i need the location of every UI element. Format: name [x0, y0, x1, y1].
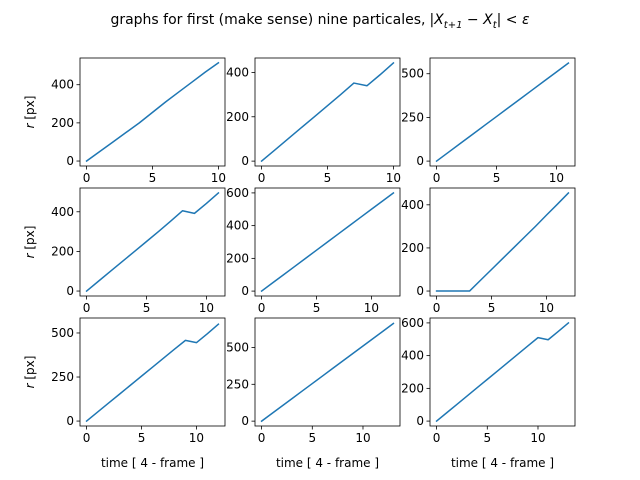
- x-tick-label: 0: [433, 171, 441, 185]
- x-tick-label: 5: [313, 301, 321, 315]
- y-tick-label: 0: [66, 284, 74, 298]
- x-axis-label: time [ 4 - frame ]: [451, 456, 554, 470]
- x-tick-label: 0: [433, 301, 441, 315]
- y-tick-label: 0: [66, 414, 74, 428]
- x-tick-label: 5: [308, 431, 316, 445]
- x-axis-label: time [ 4 - frame ]: [276, 456, 379, 470]
- axes-frame: [429, 317, 576, 427]
- x-tick-label: 5: [324, 171, 332, 185]
- y-tick-label: 400: [401, 198, 424, 212]
- y-axis-label: r [px]: [23, 356, 37, 389]
- x-tick-label: 0: [83, 431, 91, 445]
- subplot-6: 0 5 10 0 200 400: [401, 187, 576, 315]
- y-tick-label: 0: [66, 154, 74, 168]
- subplot-9: 0 5 10 0 200 400 600 time [ 4 - frame ]: [401, 316, 576, 470]
- y-tick-label: 400: [401, 349, 424, 363]
- x-tick-label: 5: [143, 301, 151, 315]
- y-tick-label: 400: [226, 65, 249, 79]
- x-tick-label: 10: [355, 431, 370, 445]
- y-tick-label: 0: [416, 154, 424, 168]
- y-tick-label: 200: [226, 251, 249, 265]
- series-line: [85, 61, 220, 163]
- figure-title-math-sub-2: t: [493, 20, 498, 31]
- figure-title-math-2: − X: [462, 12, 493, 28]
- x-tick-label: 10: [199, 301, 214, 315]
- x-tick-label: 0: [83, 301, 91, 315]
- subplot-2: 0 5 10 0 200 400: [226, 57, 401, 185]
- axes-frame: [79, 317, 226, 427]
- y-tick-label: 500: [401, 67, 424, 81]
- x-axis-label: time [ 4 - frame ]: [101, 456, 204, 470]
- x-tick-label: 0: [258, 431, 266, 445]
- y-tick-label: 0: [241, 414, 249, 428]
- subplot-3: 0 5 10 0 250 500: [401, 57, 576, 185]
- axes-frame: [429, 187, 576, 297]
- series-line: [85, 323, 220, 423]
- series-line: [85, 191, 220, 293]
- x-tick-label: 5: [488, 301, 496, 315]
- x-tick-label: 0: [83, 171, 91, 185]
- figure-title-math-sub-1: t+1: [444, 20, 463, 31]
- y-tick-label: 200: [226, 110, 249, 124]
- y-tick-label: 200: [51, 116, 74, 130]
- axes-frame: [429, 57, 576, 167]
- y-tick-label: 400: [51, 205, 74, 219]
- x-tick-label: 5: [483, 431, 491, 445]
- y-tick-label: 400: [51, 78, 74, 92]
- axes-frame: [79, 187, 226, 297]
- x-tick-label: 10: [539, 301, 554, 315]
- x-tick-label: 0: [433, 431, 441, 445]
- y-axis-label: r [px]: [23, 226, 37, 259]
- y-tick-label: 250: [226, 377, 249, 391]
- y-tick-label: 200: [401, 241, 424, 255]
- subplot-7: 0 5 10 0 250 500 r [px] time [ 4 - frame ]: [23, 317, 226, 470]
- y-tick-label: 600: [226, 186, 249, 200]
- x-tick-label: 5: [138, 431, 146, 445]
- subplot-5: 0 5 10 0 200 400 600: [226, 186, 401, 315]
- series-line: [260, 191, 395, 293]
- y-tick-label: 0: [416, 284, 424, 298]
- axes-frame: [254, 57, 401, 167]
- y-tick-label: 250: [401, 110, 424, 124]
- x-tick-label: 5: [149, 171, 157, 185]
- figure-title: graphs for first (make sense) nine parti…: [110, 12, 530, 31]
- y-axis-label: r [px]: [23, 96, 37, 129]
- y-tick-label: 500: [226, 340, 249, 354]
- x-tick-label: 10: [549, 171, 564, 185]
- x-tick-label: 5: [493, 171, 501, 185]
- y-tick-label: 0: [241, 284, 249, 298]
- subplot-1: 0 5 10 0 200 400 r [px]: [23, 57, 226, 185]
- series-line: [435, 191, 570, 292]
- subplot-8: 0 5 10 0 250 500 time [ 4 - frame ]: [226, 317, 401, 470]
- y-tick-label: 400: [226, 219, 249, 233]
- figure-title-math-3: | < ε: [497, 12, 530, 28]
- y-tick-label: 0: [416, 414, 424, 428]
- y-tick-label: 500: [51, 326, 74, 340]
- axes-frame: [254, 187, 401, 297]
- y-tick-label: 600: [401, 316, 424, 330]
- series-line: [435, 321, 570, 423]
- x-tick-label: 10: [364, 301, 379, 315]
- y-tick-label: 200: [401, 381, 424, 395]
- axes-frame: [254, 317, 401, 427]
- y-tick-label: 250: [51, 370, 74, 384]
- x-tick-label: 10: [189, 431, 204, 445]
- figure-title-text: graphs for first (make sense) nine parti…: [110, 12, 425, 28]
- x-tick-label: 0: [258, 301, 266, 315]
- series-line: [260, 61, 395, 163]
- y-tick-label: 200: [51, 244, 74, 258]
- x-tick-label: 10: [386, 171, 401, 185]
- x-tick-label: 10: [530, 431, 545, 445]
- figure-title-math-1: |X: [429, 12, 444, 28]
- x-tick-label: 10: [211, 171, 226, 185]
- y-tick-label: 0: [241, 154, 249, 168]
- x-tick-label: 0: [258, 171, 266, 185]
- series-line: [260, 322, 395, 423]
- series-line: [435, 62, 570, 163]
- subplot-4: 0 5 10 0 200 400 r [px]: [23, 187, 226, 315]
